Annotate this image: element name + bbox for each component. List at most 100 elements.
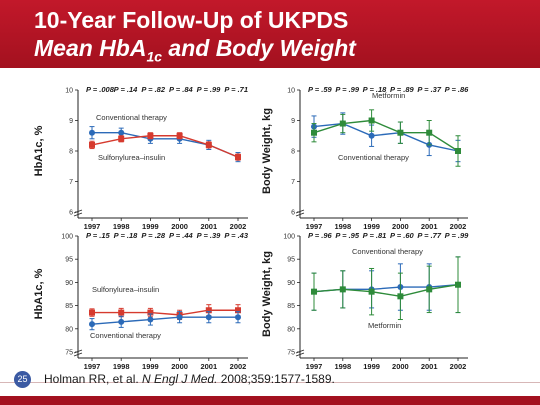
p-value-label: P = .28 [141, 231, 166, 240]
x-tick-label: 2002 [450, 362, 467, 370]
data-point-circle [89, 129, 95, 136]
data-point-square [118, 135, 125, 142]
y-tick-label: 95 [65, 257, 73, 264]
y-tick-label: 6 [69, 210, 73, 217]
axis-break-mark [73, 209, 83, 217]
data-point-square [426, 129, 433, 136]
x-tick-label: 2002 [230, 362, 247, 370]
data-point-square [176, 132, 183, 139]
data-point-square [339, 286, 346, 293]
data-point-square [397, 129, 404, 136]
series-annotation: Metformin [372, 91, 405, 100]
x-tick-label: 1997 [84, 362, 101, 370]
citation: Holman RR, et al. N Engl J Med. 2008;359… [44, 372, 335, 386]
data-point-square [205, 307, 212, 314]
data-point-square [426, 286, 433, 293]
x-tick-label: 2000 [171, 362, 188, 370]
x-tick-label: 2001 [200, 222, 217, 231]
p-value-label: P = .18 [363, 85, 388, 94]
series-line [313, 284, 459, 298]
x-tick-label: 2001 [421, 222, 438, 231]
data-point-circle [118, 129, 125, 136]
x-tick-label: 1999 [363, 362, 380, 370]
data-point-square [118, 309, 125, 316]
p-value-label: P = .82 [141, 85, 166, 94]
y-tick-label: 8 [291, 149, 295, 156]
p-value-label: P = .96 [308, 231, 333, 240]
x-tick-label: 1998 [113, 362, 130, 370]
y-tick-label: 100 [283, 234, 295, 241]
data-point-square [235, 154, 241, 161]
p-value-label: P = .39 [197, 231, 222, 240]
data-point-circle [89, 321, 95, 328]
p-value-label: P = .99 [445, 231, 470, 240]
title-banner [0, 0, 540, 68]
series-annotation: Conventional therapy [90, 331, 161, 340]
data-point-square [397, 293, 404, 300]
series-line [91, 316, 238, 325]
p-value-label: P = .89 [390, 85, 415, 94]
series-annotation: Conventional therapy [352, 247, 423, 256]
chart-panel-3: HbA1c, % 75 80 85 90 95 100 1997 1998 1999 2000 200… [33, 231, 249, 370]
data-point-square [147, 309, 154, 316]
x-tick-label: 1999 [142, 222, 159, 231]
series-annotation: Conventional therapy [96, 113, 167, 122]
y-tick-label: 85 [287, 303, 295, 310]
p-value-label: P = .15 [86, 231, 111, 240]
axis-break-mark [295, 209, 305, 217]
x-tick-label: 2001 [200, 362, 217, 370]
data-point-square [368, 288, 375, 295]
data-point-square [235, 307, 241, 314]
x-tick-label: 2002 [230, 222, 247, 231]
p-value-label: P = .44 [169, 231, 194, 240]
data-point-square [311, 129, 317, 136]
x-tick-label: 1998 [113, 222, 130, 231]
page-number-badge: 25 [14, 371, 31, 388]
x-tick-label: 2002 [450, 222, 467, 231]
x-tick-label: 2000 [171, 222, 188, 231]
y-tick-label: 75 [65, 350, 73, 357]
x-tick-label: 1998 [334, 222, 351, 231]
series-annotation: Sulfonylurea–insulin [98, 153, 165, 162]
x-tick-label: 1999 [142, 362, 159, 370]
y-tick-label: 90 [287, 280, 295, 287]
footer-bar [0, 396, 540, 405]
axis-break-mark [73, 349, 83, 357]
y-tick-label: 9 [69, 118, 73, 125]
data-point-square [89, 309, 95, 316]
y-tick-label: 90 [65, 280, 73, 287]
p-value-label: P = .60 [390, 231, 415, 240]
p-value-label: P = .14 [114, 85, 139, 94]
y-tick-label: 10 [65, 88, 73, 95]
y-axis-label: HbA1c, % [33, 268, 45, 319]
p-value-label: P = .37 [417, 85, 442, 94]
y-tick-label: 9 [291, 118, 295, 125]
y-axis-label: Body Weight, kg [261, 251, 273, 337]
y-tick-label: 80 [287, 326, 295, 333]
x-tick-label: 1997 [306, 222, 323, 231]
series-annotation: Sulfonylurea–insulin [92, 285, 159, 294]
p-value-label: P = .99 [335, 85, 360, 94]
p-value-label: P = .18 [114, 231, 139, 240]
y-tick-label: 10 [287, 88, 295, 95]
data-point-circle [118, 318, 125, 325]
y-tick-label: 80 [65, 326, 73, 333]
y-tick-label: 95 [287, 257, 295, 264]
y-axis-label: HbA1c, % [33, 125, 45, 176]
data-point-square [455, 281, 461, 288]
slide-subtitle: Mean HbA1c and Body Weight [34, 35, 356, 65]
chart-panel-1: HbA1c, % 6 7 8 9 10 1997 1998 1999 2000 2001 2002 P … [33, 85, 248, 231]
y-tick-label: 75 [287, 350, 295, 357]
data-point-circle [235, 314, 241, 321]
x-tick-label: 2000 [392, 362, 409, 370]
series-line [91, 135, 239, 158]
slide-title: 10-Year Follow-Up of UKPDS [34, 7, 349, 33]
data-point-square [147, 132, 154, 139]
y-tick-label: 85 [65, 303, 73, 310]
x-tick-label: 1998 [334, 362, 351, 370]
y-tick-label: 8 [69, 149, 73, 156]
x-tick-label: 1999 [363, 222, 380, 231]
series-annotation: Metformin [368, 321, 401, 330]
p-value-label: P = .008 [86, 85, 115, 94]
